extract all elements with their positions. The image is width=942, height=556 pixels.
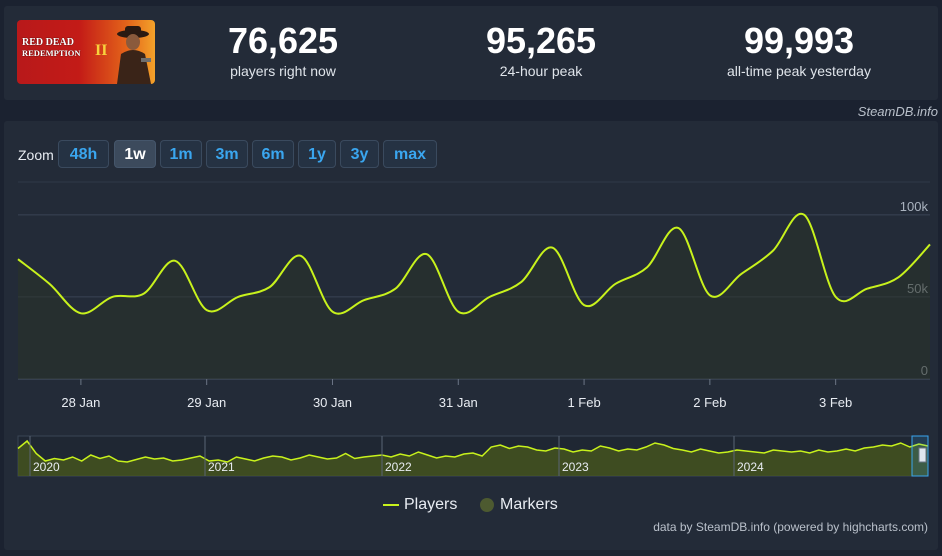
stat-value: 76,625 <box>227 20 339 61</box>
x-tick-label: 30 Jan <box>313 395 352 410</box>
zoom-button-1y[interactable]: 1y <box>298 140 336 168</box>
zoom-button-6m[interactable]: 6m <box>252 140 294 168</box>
game-logo[interactable]: RED DEAD REDEMPTION II <box>17 20 155 84</box>
steamdb-credit[interactable]: SteamDB.info <box>857 104 938 119</box>
legend-line-icon <box>383 503 399 506</box>
series-area <box>18 213 930 379</box>
logo-numeral: II <box>95 42 108 59</box>
series-line-players <box>17 212 931 315</box>
x-tick-label: 1 Feb <box>567 395 600 410</box>
stat-current-players: 76,625 players right now <box>210 22 356 80</box>
cowboy-figure-icon <box>117 26 151 84</box>
x-tick-label: 29 Jan <box>187 395 226 410</box>
legend-players-label: Players <box>404 496 458 513</box>
stat-label: all-time peak yesterday <box>727 63 871 79</box>
stat-label: players right now <box>230 63 336 79</box>
navigator-line <box>17 439 929 463</box>
zoom-button-max[interactable]: max <box>383 140 437 168</box>
zoom-label: Zoom <box>18 147 54 163</box>
y-tick-label: 100k <box>900 199 929 214</box>
zoom-button-1w[interactable]: 1w <box>114 140 156 168</box>
legend-dot-icon <box>480 497 494 512</box>
stat-value: 95,265 <box>485 20 597 61</box>
navigator-year-label: 2021 <box>208 460 235 474</box>
x-tick-label: 3 Feb <box>819 395 852 410</box>
stat-value: 99,993 <box>743 20 855 61</box>
zoom-button-48h[interactable]: 48h <box>58 140 109 168</box>
stat-label: 24-hour peak <box>499 63 583 79</box>
navigator-handle-icon <box>918 447 927 463</box>
stat-24h-peak: 95,265 24-hour peak <box>466 22 616 80</box>
x-tick-label: 31 Jan <box>439 395 478 410</box>
x-tick-label: 2 Feb <box>693 395 726 410</box>
legend-markers[interactable]: Markers <box>480 496 558 514</box>
header-panel <box>4 6 938 100</box>
zoom-button-1m[interactable]: 1m <box>160 140 202 168</box>
navigator-year-label: 2023 <box>562 460 589 474</box>
logo-wordmark: RED DEAD REDEMPTION <box>22 37 81 59</box>
navigator-year-label: 2020 <box>33 460 60 474</box>
legend-markers-label: Markers <box>500 496 558 513</box>
legend-players[interactable]: Players <box>383 496 457 514</box>
x-tick-label: 28 Jan <box>61 395 100 410</box>
navigator-year-label: 2022 <box>385 460 412 474</box>
navigator-year-label: 2024 <box>737 460 764 474</box>
zoom-button-3m[interactable]: 3m <box>206 140 248 168</box>
zoom-button-3y[interactable]: 3y <box>340 140 379 168</box>
stat-all-time-peak: 99,993 all-time peak yesterday <box>706 22 892 80</box>
footer-credit[interactable]: data by SteamDB.info (powered by highcha… <box>653 520 928 534</box>
